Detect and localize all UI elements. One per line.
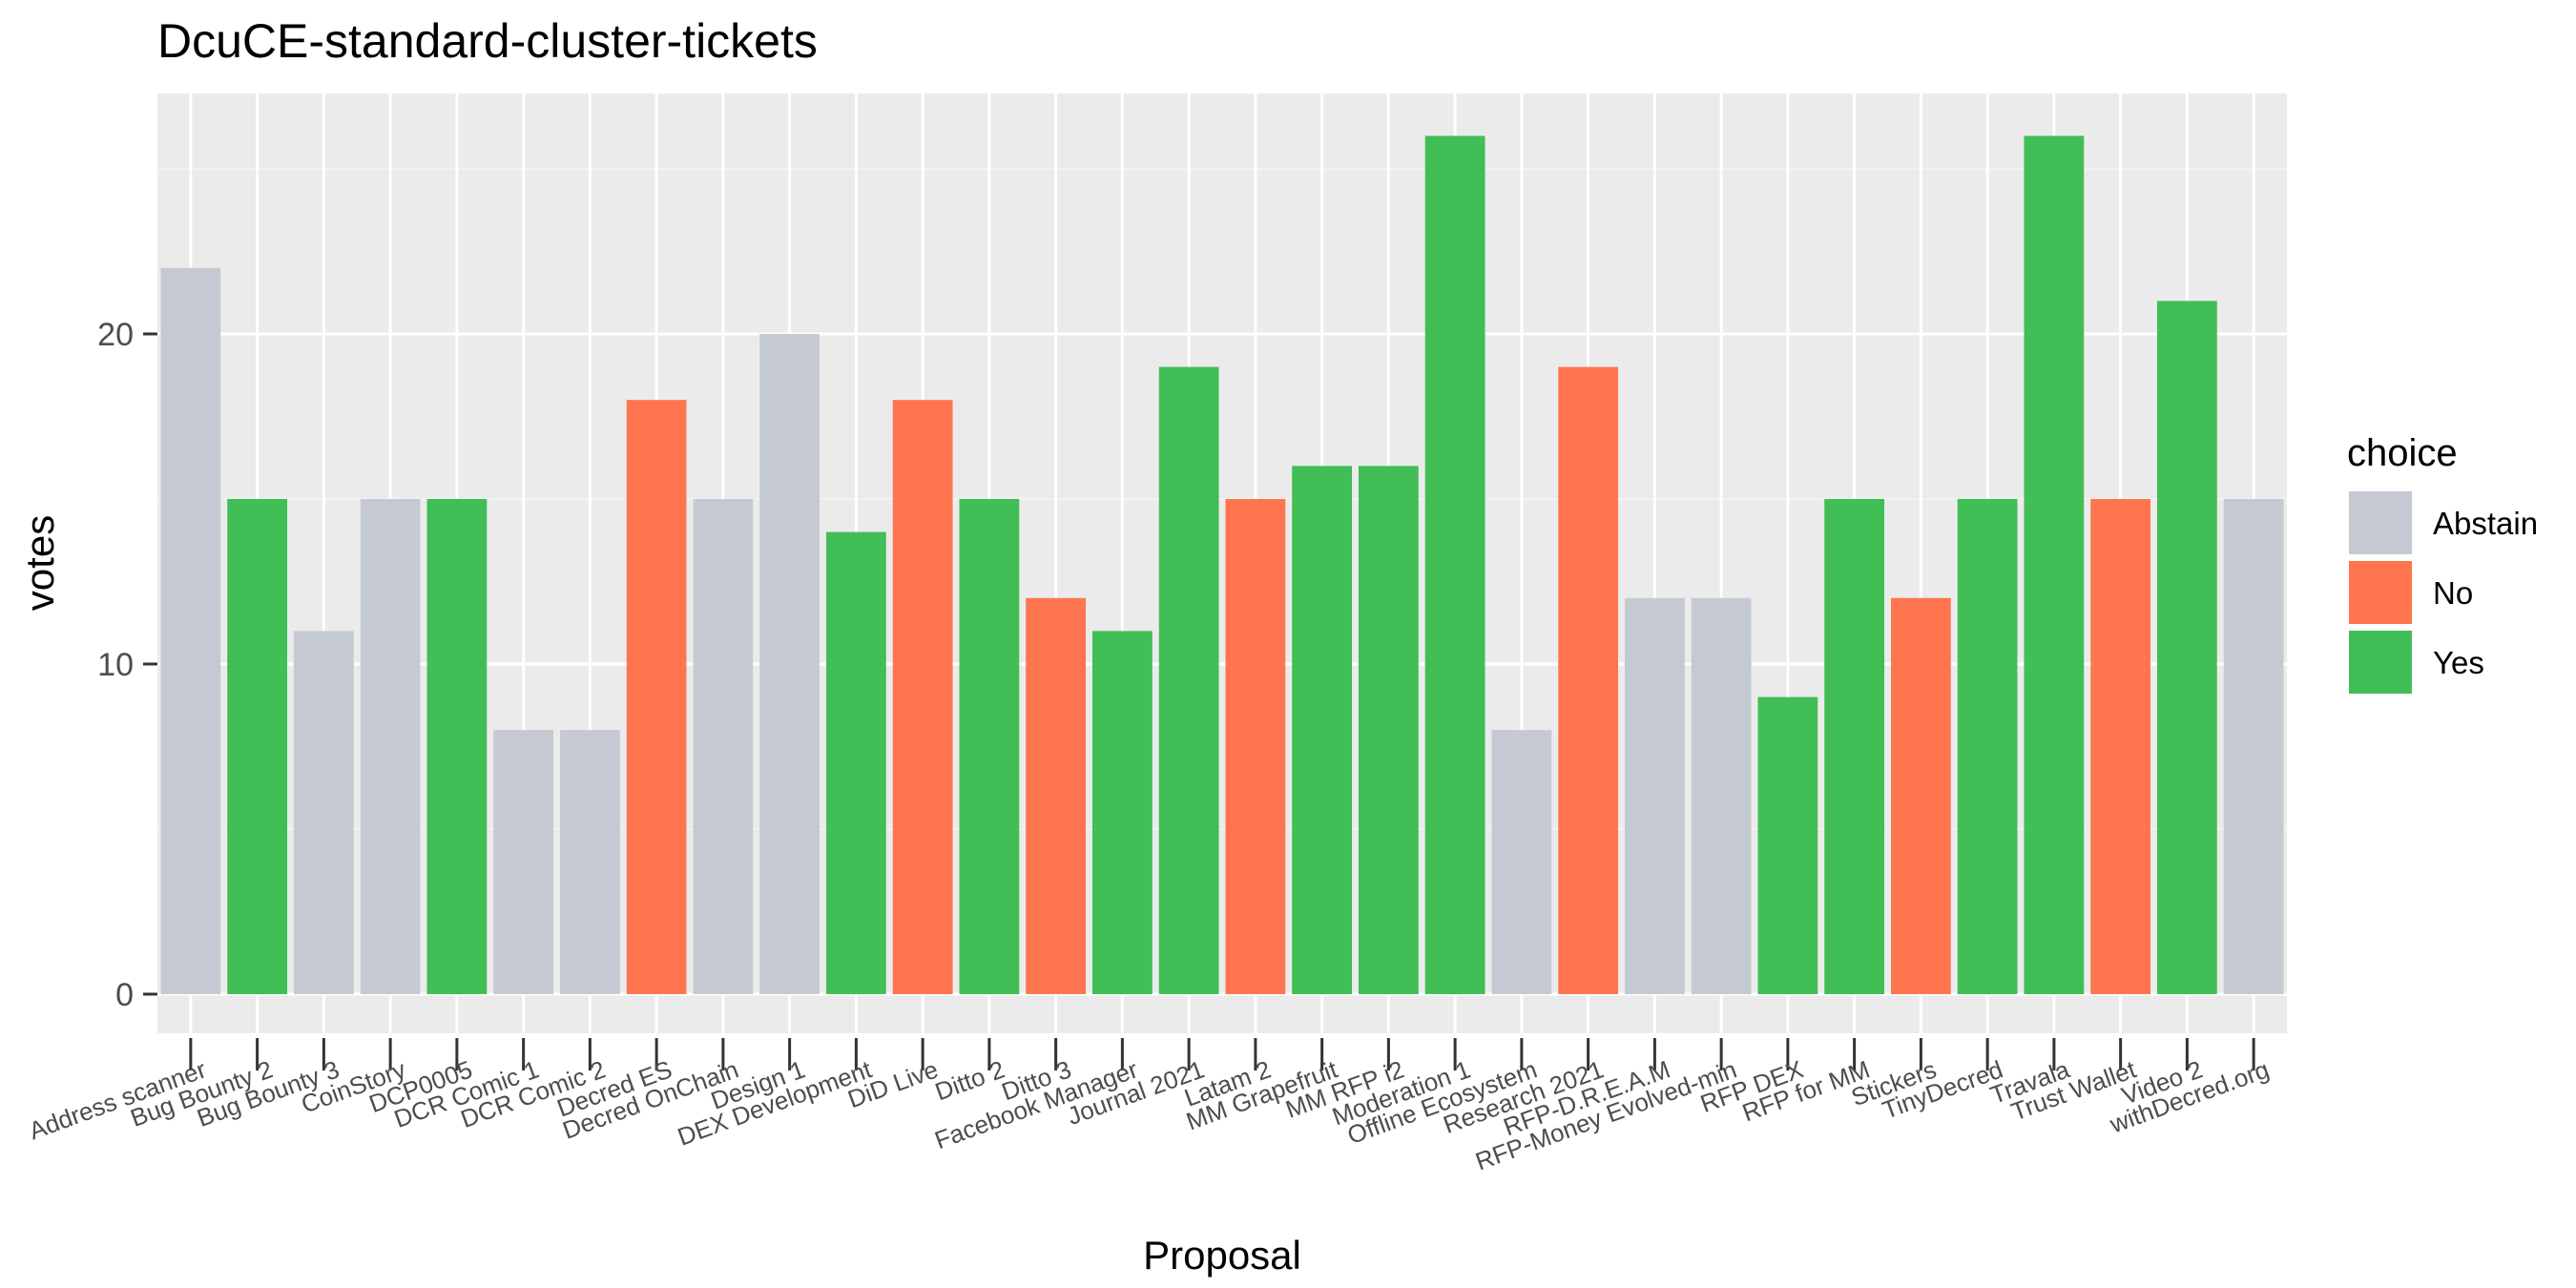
bar — [2223, 499, 2284, 994]
legend-title: choice — [2347, 432, 2458, 474]
bars — [160, 135, 2284, 995]
bar — [293, 631, 354, 994]
bar — [1890, 597, 1951, 994]
legend-swatch-no — [2349, 561, 2412, 624]
bar — [693, 499, 754, 994]
bar — [360, 499, 421, 994]
bar — [493, 730, 554, 994]
bar — [825, 531, 886, 994]
bar — [1358, 466, 1419, 994]
bar — [2090, 499, 2151, 994]
legend-swatch-yes — [2349, 631, 2412, 694]
bar — [2024, 135, 2085, 994]
bar — [1957, 499, 2018, 994]
bar — [1491, 730, 1552, 994]
x-axis-title: Proposal — [1143, 1233, 1301, 1278]
bar — [1624, 597, 1685, 994]
legend: choice Abstain No Yes — [2347, 432, 2538, 694]
bar — [227, 499, 288, 994]
bar — [1225, 499, 1286, 994]
bar — [1558, 366, 1619, 995]
bar — [1824, 499, 1885, 994]
bar — [559, 730, 620, 994]
bar — [1424, 135, 1485, 994]
bar — [1091, 631, 1153, 994]
y-axis-title: votes — [17, 515, 62, 611]
chart-title: DcuCE-standard-cluster-tickets — [157, 14, 818, 68]
y-tick-label: 10 — [97, 647, 134, 683]
bar — [1757, 696, 1818, 994]
bar — [2156, 301, 2217, 994]
legend-swatch-abstain — [2349, 491, 2412, 554]
bar — [160, 267, 221, 994]
bar — [426, 499, 488, 994]
bar — [1292, 466, 1353, 994]
y-axis: 0 10 20 — [97, 317, 157, 1013]
bar — [759, 334, 821, 994]
bar — [1158, 366, 1219, 995]
y-tick-label: 20 — [97, 317, 134, 353]
bar — [959, 499, 1020, 994]
bar — [626, 400, 687, 994]
legend-label-no: No — [2433, 575, 2473, 611]
legend-label-abstain: Abstain — [2433, 506, 2538, 541]
y-tick-label: 0 — [115, 977, 134, 1013]
bar — [1691, 597, 1752, 994]
bar — [1026, 597, 1087, 994]
legend-label-yes: Yes — [2433, 645, 2484, 680]
x-tick-label: Ditto 2 — [931, 1054, 1008, 1106]
bar — [892, 400, 953, 994]
